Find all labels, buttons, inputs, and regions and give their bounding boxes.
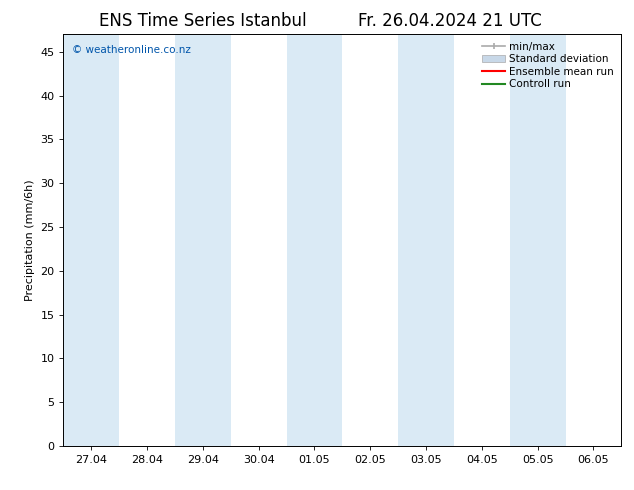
Bar [398, 34, 454, 446]
Bar [510, 34, 566, 446]
Text: ENS Time Series Istanbul: ENS Time Series Istanbul [99, 12, 307, 30]
Bar [287, 34, 342, 446]
Text: Fr. 26.04.2024 21 UTC: Fr. 26.04.2024 21 UTC [358, 12, 542, 30]
Y-axis label: Precipitation (mm/6h): Precipitation (mm/6h) [25, 179, 35, 301]
Legend: min/max, Standard deviation, Ensemble mean run, Controll run: min/max, Standard deviation, Ensemble me… [480, 40, 616, 92]
Bar [175, 34, 231, 446]
Bar [63, 34, 119, 446]
Text: © weatheronline.co.nz: © weatheronline.co.nz [72, 45, 191, 54]
